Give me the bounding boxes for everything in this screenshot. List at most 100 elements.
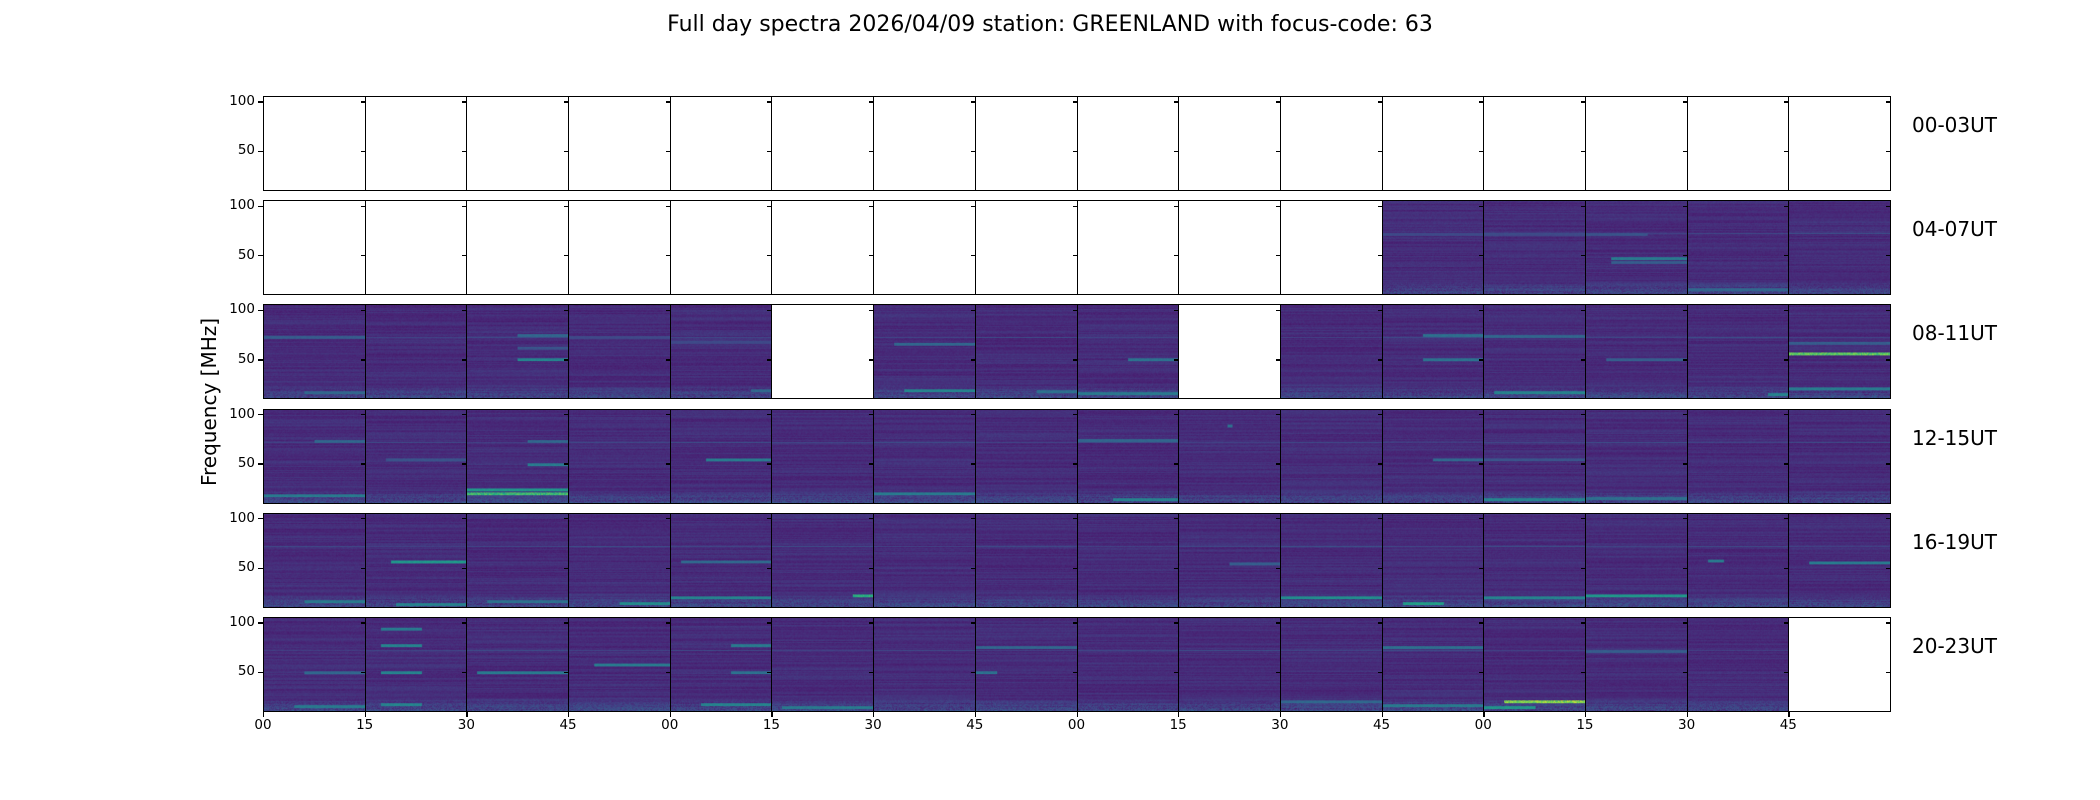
y-tick-mark [1580, 567, 1586, 569]
y-tick-mark [1377, 359, 1383, 361]
y-tick-mark [1275, 101, 1281, 103]
spectrogram-image [264, 618, 365, 711]
spectrogram-image [365, 513, 467, 607]
spectrum-panel [1686, 200, 1790, 296]
spectrum-panel [364, 408, 468, 504]
spectrum-panel [466, 512, 570, 608]
y-tick-mark [665, 150, 671, 153]
spectrogram-image [772, 513, 874, 607]
spectrum-panel [568, 617, 671, 712]
y-tick-mark [1377, 622, 1383, 624]
x-tick-label: 15 [762, 717, 781, 733]
spectrogram-image [1484, 201, 1585, 295]
y-tick-mark [564, 150, 570, 153]
y-tick-mark [1886, 359, 1891, 361]
y-tick-mark [767, 413, 773, 416]
spectrogram-image [467, 409, 569, 503]
y-tick-mark [970, 671, 976, 674]
y-tick-mark [869, 413, 875, 416]
empty-spectrum-panel [1686, 96, 1790, 191]
y-tick-mark [1682, 205, 1688, 207]
y-tick-mark [360, 150, 366, 153]
spectrogram-image [975, 618, 1077, 711]
spectrogram-image [1382, 618, 1484, 711]
y-tick-mark [1784, 205, 1790, 207]
spectrogram-image [670, 618, 772, 711]
y-tick-mark [1275, 518, 1281, 520]
y-tick-mark [1377, 255, 1383, 257]
y-tick-mark [462, 205, 468, 207]
y-tick-mark [767, 205, 773, 207]
y-tick-mark [360, 413, 366, 416]
y-tick-mark [1377, 309, 1383, 312]
y-tick-mark [1479, 671, 1485, 674]
y-tick-mark [1682, 255, 1688, 257]
y-tick-mark [1072, 150, 1078, 153]
y-tick-mark [1580, 622, 1586, 624]
y-tick-mark [1377, 518, 1383, 520]
y-tick-mark [767, 255, 773, 257]
row-label: 16-19UT [1912, 529, 1997, 554]
x-tick-mark [669, 712, 672, 717]
spectrum-panel [873, 408, 976, 504]
spectrogram-image [1585, 409, 1687, 503]
y-tick-mark [1682, 518, 1688, 520]
spectrum-panel [1279, 617, 1383, 712]
y-tick-mark [564, 359, 570, 361]
x-tick-label: 15 [1576, 717, 1594, 733]
x-tick-label: 45 [1372, 717, 1391, 733]
y-tick-mark [1072, 518, 1078, 520]
spectrum-panel [1686, 304, 1790, 400]
y-tick-mark [258, 309, 263, 312]
y-tick-mark [1275, 567, 1281, 569]
y-tick-mark [1174, 413, 1180, 416]
empty-spectrum-panel [873, 96, 976, 191]
y-tick-mark [1377, 671, 1383, 674]
spectrogram-image [1382, 513, 1484, 607]
y-tick-mark [1479, 359, 1485, 361]
spectrogram-image [365, 618, 467, 711]
spectrogram-image [569, 513, 670, 607]
y-tick-mark [767, 622, 773, 624]
empty-spectrum-panel [1178, 304, 1281, 400]
spectrum-panel [771, 408, 875, 504]
y-tick-mark [970, 150, 976, 153]
y-tick-mark [665, 671, 671, 674]
y-tick-mark [1072, 101, 1078, 103]
y-tick-mark [462, 622, 468, 624]
y-tick-mark [1886, 463, 1891, 465]
y-tick-mark [767, 463, 773, 465]
y-tick-label: 100 [229, 405, 255, 422]
y-tick-mark [1682, 622, 1688, 624]
row-label: 00-03UT [1912, 113, 1997, 137]
spectrogram-image [1789, 513, 1890, 607]
x-tick-label: 30 [457, 717, 475, 733]
y-tick-mark [1580, 101, 1586, 103]
x-tick-mark [1483, 712, 1485, 717]
y-tick-mark [462, 101, 468, 103]
spectrum-panel [1788, 512, 1891, 608]
empty-spectrum-panel [364, 96, 468, 191]
y-tick-mark [564, 671, 570, 674]
y-tick-mark [1682, 463, 1688, 465]
y-tick-mark [1682, 150, 1688, 153]
y-tick-mark [1275, 463, 1281, 465]
y-tick-mark [1580, 150, 1586, 153]
empty-spectrum-panel [1178, 96, 1281, 191]
y-tick-label: 50 [237, 663, 255, 680]
x-tick-label: 30 [1271, 717, 1289, 733]
y-tick-mark [970, 205, 976, 207]
spectrogram-image [569, 409, 670, 503]
y-tick-mark [258, 101, 263, 103]
x-tick-mark [873, 712, 875, 717]
spectrogram-image [264, 513, 365, 607]
y-tick-mark [1784, 309, 1790, 312]
x-tick-mark [1178, 712, 1180, 717]
spectrum-panel [974, 617, 1078, 712]
y-tick-mark [1275, 413, 1281, 416]
y-tick-mark [1886, 255, 1891, 257]
y-tick-mark [462, 567, 468, 569]
y-tick-mark [1072, 671, 1078, 674]
y-tick-label: 50 [237, 455, 255, 472]
y-tick-mark [1784, 101, 1790, 103]
